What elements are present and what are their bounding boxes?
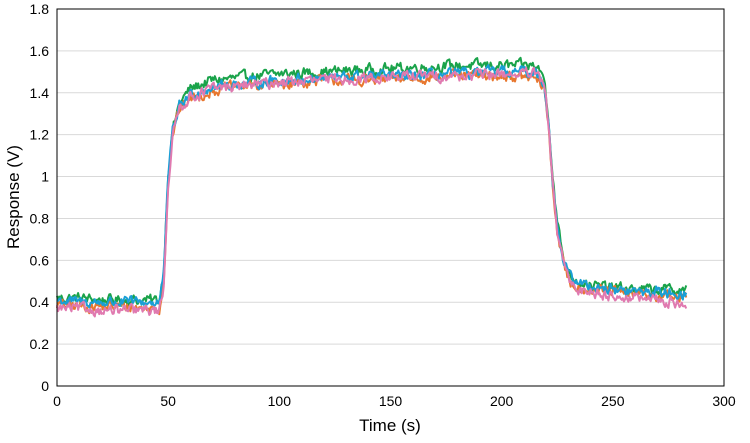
- y-tick-label: 1: [41, 169, 49, 185]
- plot-area-frame: [56, 8, 725, 387]
- y-axis-ticks: 0 0.2 0.4 0.6 0.8 1 1.2 1.4 1.6 1.8: [30, 1, 50, 394]
- y-tick-label: 0.2: [30, 336, 50, 352]
- y-tick-label: 1.2: [30, 127, 50, 143]
- x-tick-label: 0: [53, 393, 61, 409]
- series-line-3: [56, 64, 688, 309]
- series-layer: [56, 56, 688, 318]
- series-line-1: [56, 56, 688, 308]
- x-axis-ticks: 0 50 100 150 200 250 300: [53, 393, 736, 409]
- x-tick-label: 150: [379, 393, 403, 409]
- y-axis-title: Response (V): [4, 145, 23, 249]
- series-line-2: [56, 67, 688, 316]
- x-tick-label: 200: [490, 393, 514, 409]
- x-tick-label: 100: [268, 393, 292, 409]
- y-tick-label: 0.6: [30, 252, 50, 268]
- y-tick-label: 0: [41, 378, 49, 394]
- y-tick-label: 1.6: [30, 43, 50, 59]
- x-tick-label: 300: [712, 393, 736, 409]
- y-tick-label: 0.8: [30, 210, 50, 226]
- series-line-4: [56, 66, 688, 318]
- x-tick-label: 250: [601, 393, 625, 409]
- y-tick-label: 0.4: [30, 294, 50, 310]
- x-tick-label: 50: [160, 393, 176, 409]
- y-tick-label: 1.4: [30, 85, 50, 101]
- x-axis-title: Time (s): [359, 416, 421, 435]
- y-tick-label: 1.8: [30, 1, 50, 17]
